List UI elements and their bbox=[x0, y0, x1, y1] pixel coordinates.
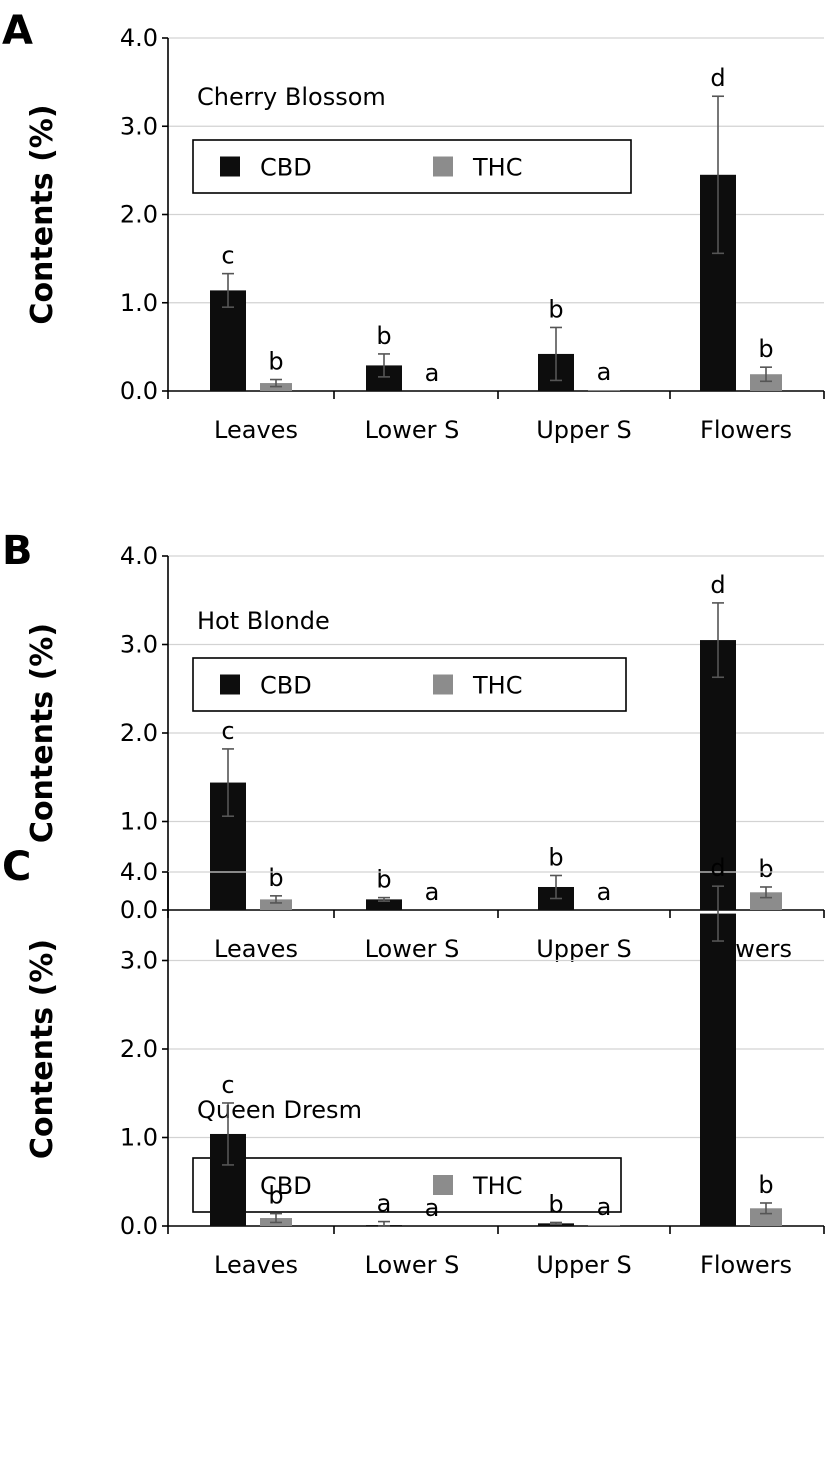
panel-letter: A bbox=[2, 8, 33, 54]
bar-thc bbox=[588, 390, 620, 391]
significance-letter: a bbox=[597, 358, 612, 386]
y-tick-label: 2.0 bbox=[120, 1035, 158, 1063]
significance-letter: b bbox=[268, 348, 283, 376]
legend-label-thc: THC bbox=[472, 154, 522, 182]
y-axis-label: Contents (%) bbox=[25, 623, 60, 843]
significance-letter: b bbox=[376, 322, 391, 350]
bar-cbd bbox=[700, 913, 736, 1226]
legend-label-cbd: CBD bbox=[260, 154, 312, 182]
significance-letter: d bbox=[710, 854, 725, 882]
legend-swatch-cbd bbox=[220, 156, 240, 177]
category-label: Leaves bbox=[214, 935, 298, 963]
y-tick-label: 3.0 bbox=[120, 631, 158, 659]
category-label: Upper S bbox=[536, 935, 632, 963]
y-tick-label: 0.0 bbox=[120, 377, 158, 405]
bar-thc bbox=[588, 1225, 620, 1226]
y-tick-label: 1.0 bbox=[120, 1124, 158, 1152]
significance-letter: b bbox=[758, 335, 773, 363]
y-tick-label: 3.0 bbox=[120, 947, 158, 975]
significance-letter: b bbox=[548, 843, 563, 871]
legend-label-cbd: CBD bbox=[260, 672, 312, 700]
legend-box bbox=[192, 139, 632, 194]
panel-letter: C bbox=[2, 844, 31, 890]
category-label: Lower S bbox=[365, 935, 460, 963]
chart-subtitle: Hot Blonde bbox=[197, 607, 330, 635]
chart-subtitle: Cherry Blossom bbox=[197, 83, 386, 111]
legend-label-cbd: CBD bbox=[260, 1172, 312, 1200]
category-label: Upper S bbox=[536, 416, 632, 444]
panel-letter: B bbox=[2, 528, 33, 574]
legend-label-thc: THC bbox=[472, 672, 522, 700]
category-label: Leaves bbox=[214, 416, 298, 444]
significance-letter: a bbox=[377, 1190, 392, 1218]
y-tick-label: 2.0 bbox=[120, 201, 158, 229]
y-axis-label: Contents (%) bbox=[25, 939, 60, 1159]
y-tick-label: 1.0 bbox=[120, 289, 158, 317]
legend-box bbox=[192, 657, 627, 712]
legend-box bbox=[192, 1157, 622, 1213]
category-label: Flowers bbox=[700, 1251, 792, 1279]
y-tick-label: 0.0 bbox=[120, 1212, 158, 1240]
significance-letter: b bbox=[548, 1190, 563, 1218]
y-tick-label: 0.0 bbox=[120, 896, 158, 924]
chart-panel-a: A 0.0 1.0 2.0 3.0 4.0 Leaves Lower S Upper S Flow… bbox=[2, 8, 825, 444]
category-label: Lower S bbox=[365, 1251, 460, 1279]
significance-letter: b bbox=[376, 866, 391, 894]
y-axis-label: Contents (%) bbox=[25, 104, 60, 324]
chart-subtitle: Queen Dresm bbox=[197, 1096, 362, 1124]
significance-letter: b bbox=[268, 1182, 283, 1210]
significance-letter: b bbox=[758, 1171, 773, 1199]
bar-thc bbox=[750, 374, 782, 391]
legend-swatch-thc bbox=[433, 674, 453, 695]
y-tick-label: 2.0 bbox=[120, 719, 158, 747]
bar-cbd bbox=[700, 640, 736, 910]
significance-letter: a bbox=[425, 878, 440, 906]
significance-letter: a bbox=[597, 878, 612, 906]
y-tick-label: 4.0 bbox=[120, 542, 158, 570]
significance-letter: a bbox=[425, 359, 440, 387]
category-label: Upper S bbox=[536, 1251, 632, 1279]
y-tick-label: 1.0 bbox=[120, 808, 158, 836]
chart-panel-c: C 0.0 1.0 2.0 3.0 4.0 Leaves Lower S Upper S Flow… bbox=[2, 844, 825, 1279]
y-tick-label: 3.0 bbox=[120, 112, 158, 140]
significance-letter: a bbox=[597, 1193, 612, 1221]
significance-letter: c bbox=[221, 242, 234, 270]
y-tick-label: 4.0 bbox=[120, 858, 158, 886]
legend-swatch-thc bbox=[433, 156, 453, 177]
bar-thc bbox=[750, 892, 782, 910]
significance-letter: c bbox=[221, 1071, 234, 1099]
significance-letter: d bbox=[710, 64, 725, 92]
legend-label-thc: THC bbox=[472, 1172, 522, 1200]
significance-letter: a bbox=[425, 1194, 440, 1222]
significance-letter: b bbox=[758, 855, 773, 883]
significance-letter: b bbox=[548, 295, 563, 323]
bar-cbd bbox=[366, 899, 402, 910]
legend-swatch-cbd bbox=[220, 674, 240, 695]
category-label: Flowers bbox=[700, 416, 792, 444]
significance-letter: d bbox=[710, 571, 725, 599]
legend-swatch-thc bbox=[433, 1175, 453, 1195]
bar-thc bbox=[750, 1208, 782, 1226]
y-tick-label: 4.0 bbox=[120, 24, 158, 52]
category-label: Leaves bbox=[214, 1251, 298, 1279]
significance-letter: b bbox=[268, 864, 283, 892]
bar-thc bbox=[260, 899, 292, 910]
significance-letter: c bbox=[221, 717, 234, 745]
category-label: Lower S bbox=[365, 416, 460, 444]
